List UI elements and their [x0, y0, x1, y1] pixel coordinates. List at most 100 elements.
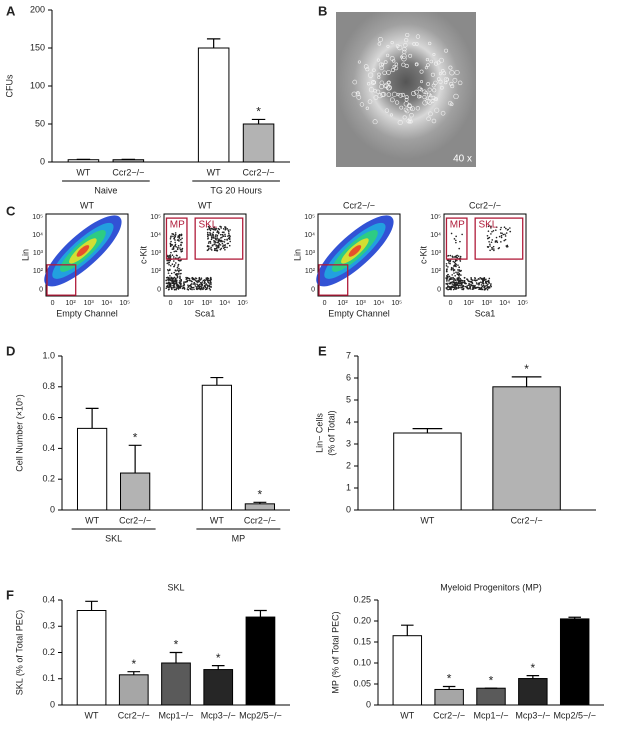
cell [372, 68, 376, 72]
y-tick-label: 5 [346, 394, 351, 404]
event-dot [170, 277, 173, 279]
event-dot [216, 249, 219, 252]
event-dot [486, 246, 489, 248]
cell [386, 44, 390, 48]
y-tick-label: 0.4 [42, 594, 55, 604]
event-dot [474, 286, 476, 289]
bar [67, 159, 100, 163]
plot-frame [45, 213, 129, 297]
event-dot [476, 283, 478, 285]
cell [427, 87, 432, 92]
event-dot [185, 276, 187, 279]
event-dot [222, 228, 225, 230]
cell [365, 106, 369, 110]
x-tick-label: 10² [464, 300, 475, 307]
y-axis-label: Cell Number (×10⁵) [14, 394, 24, 472]
cell [402, 115, 407, 120]
cell [440, 110, 446, 116]
event-dot [447, 285, 450, 287]
x-tick-label: 10³ [84, 300, 95, 307]
event-dot [222, 244, 224, 246]
event-dot [213, 226, 216, 228]
event-dot [175, 281, 178, 283]
event-dot [209, 240, 212, 243]
cell [382, 70, 387, 75]
event-dot [481, 282, 483, 284]
bar [161, 662, 191, 706]
x-tick-label: 10⁵ [119, 300, 130, 307]
event-dot [198, 278, 201, 280]
y-tick-label: 0.4 [42, 443, 55, 453]
event-dot [503, 226, 506, 229]
event-dot [178, 267, 180, 270]
event-dot [169, 264, 172, 267]
cell [412, 42, 416, 46]
y-tick-label: 10² [33, 268, 44, 275]
density-level [348, 245, 362, 257]
event-dot [487, 230, 490, 232]
plot-title: Ccr2−/− [343, 200, 375, 210]
x-tick-label: Ccr2−/− [433, 710, 465, 720]
x-tick-label: 10⁴ [499, 300, 510, 307]
cell [404, 63, 409, 68]
event-dot [222, 235, 225, 237]
event-dot [218, 242, 220, 245]
y-tick-label: 0 [346, 504, 351, 514]
event-dot [208, 227, 211, 229]
gate [165, 217, 188, 260]
event-dot [450, 268, 453, 270]
event-dot [212, 234, 215, 236]
cell [424, 90, 428, 95]
bar [76, 427, 108, 511]
event-dot [207, 245, 210, 248]
bar [118, 674, 149, 706]
bar [197, 47, 230, 163]
event-dot [194, 282, 196, 285]
cell [355, 91, 361, 97]
y-tick-label: 0.10 [353, 657, 371, 667]
y-tick-label: 10⁵ [150, 214, 161, 221]
cell [359, 102, 365, 107]
event-dot [486, 286, 489, 288]
event-dot [209, 229, 212, 232]
gate-label: SKL [478, 219, 497, 230]
event-dot [483, 286, 486, 289]
event-dot [187, 286, 189, 288]
event-dot [165, 279, 167, 282]
plot-title: Ccr2−/− [469, 200, 501, 210]
event-dot [448, 288, 451, 290]
event-dot [214, 229, 216, 231]
event-dot [506, 246, 508, 248]
cell [417, 94, 421, 99]
y-tick-label: 1.0 [42, 350, 55, 360]
y-tick-label: 10³ [431, 250, 442, 257]
event-dot [228, 238, 231, 241]
bar [492, 386, 561, 511]
event-dot [216, 241, 219, 244]
event-dot [456, 284, 459, 286]
cell [377, 36, 383, 43]
event-dot [492, 245, 495, 248]
event-dot [171, 254, 174, 257]
event-dot [226, 227, 229, 230]
event-dot [482, 282, 485, 285]
event-dot [472, 288, 475, 290]
event-dot [191, 277, 194, 280]
event-dot [495, 229, 497, 231]
cell [367, 72, 374, 78]
event-dot [486, 284, 488, 287]
event-dot [501, 232, 503, 235]
event-dot [498, 247, 501, 249]
event-dot [226, 239, 228, 241]
y-tick-label: 0 [50, 699, 55, 709]
event-dot [447, 254, 450, 257]
event-dot [177, 259, 180, 262]
event-dot [218, 238, 220, 240]
event-dot [227, 229, 230, 232]
event-dot [219, 237, 222, 239]
event-dot [500, 236, 503, 239]
event-dot [456, 256, 459, 259]
event-dot [178, 270, 180, 273]
y-tick-label: 10² [305, 268, 316, 275]
event-dot [179, 286, 182, 288]
